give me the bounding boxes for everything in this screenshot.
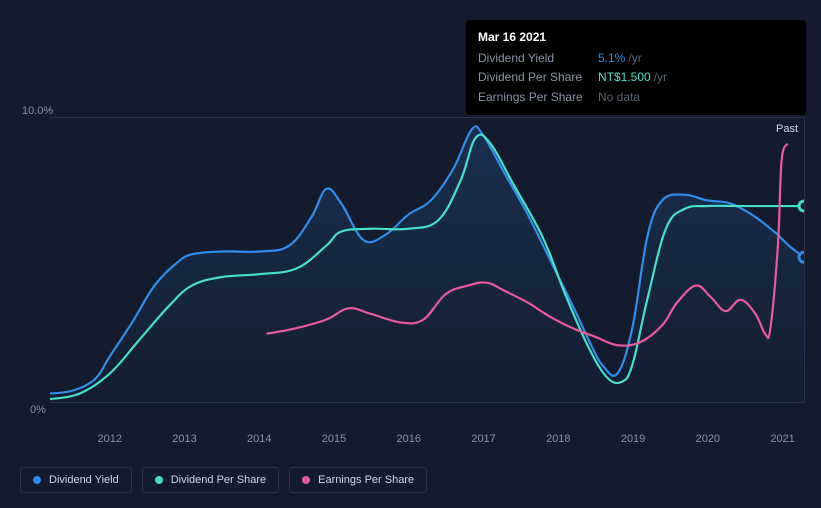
plot-area[interactable]: Past bbox=[50, 117, 805, 403]
tooltip-rows: Dividend Yield5.1%/yrDividend Per ShareN… bbox=[478, 49, 794, 107]
chart-container: Past bbox=[20, 105, 805, 433]
tooltip-row-label: Earnings Per Share bbox=[478, 88, 598, 107]
tooltip-date: Mar 16 2021 bbox=[478, 28, 794, 47]
chart-tooltip: Mar 16 2021 Dividend Yield5.1%/yrDividen… bbox=[466, 20, 806, 115]
end-marker-dividend-per-share bbox=[799, 201, 804, 211]
legend-item-dividend-yield[interactable]: Dividend Yield bbox=[20, 467, 132, 493]
legend-item-label: Earnings Per Share bbox=[318, 474, 414, 486]
legend-item-earnings-per-share[interactable]: Earnings Per Share bbox=[289, 467, 427, 493]
legend-item-label: Dividend Per Share bbox=[171, 474, 266, 486]
legend-item-dividend-per-share[interactable]: Dividend Per Share bbox=[142, 467, 279, 493]
x-axis-tick: 2014 bbox=[247, 433, 271, 445]
tooltip-row: Dividend Per ShareNT$1.500/yr bbox=[478, 68, 794, 87]
x-axis-tick: 2013 bbox=[172, 433, 196, 445]
tooltip-row: Earnings Per ShareNo data bbox=[478, 88, 794, 107]
series-area-dividend-yield bbox=[50, 126, 804, 402]
legend-dot-icon bbox=[302, 476, 310, 484]
tooltip-row-label: Dividend Yield bbox=[478, 49, 598, 68]
tooltip-row-value: NT$1.500 bbox=[598, 68, 651, 87]
x-axis: 2012 2013 2014 2015 2016 2017 2018 2019 2020 2021 bbox=[20, 433, 805, 453]
x-axis-tick: 2020 bbox=[696, 433, 720, 445]
past-label: Past bbox=[776, 123, 798, 135]
legend-dot-icon bbox=[155, 476, 163, 484]
x-axis-tick: 2015 bbox=[322, 433, 346, 445]
end-marker-dividend-yield bbox=[799, 252, 804, 262]
tooltip-row-value: No data bbox=[598, 88, 640, 107]
x-axis-tick: 2018 bbox=[546, 433, 570, 445]
legend-dot-icon bbox=[33, 476, 41, 484]
x-axis-tick: 2021 bbox=[770, 433, 794, 445]
x-axis-tick: 2012 bbox=[98, 433, 122, 445]
tooltip-row-unit: /yr bbox=[628, 49, 641, 68]
chart-svg bbox=[50, 118, 804, 402]
tooltip-row-label: Dividend Per Share bbox=[478, 68, 598, 87]
tooltip-row-unit: /yr bbox=[654, 68, 667, 87]
legend-item-label: Dividend Yield bbox=[49, 474, 119, 486]
tooltip-row-value: 5.1% bbox=[598, 49, 625, 68]
x-axis-tick: 2019 bbox=[621, 433, 645, 445]
x-axis-tick: 2017 bbox=[471, 433, 495, 445]
legend: Dividend Yield Dividend Per Share Earnings… bbox=[20, 467, 427, 493]
x-axis-tick: 2016 bbox=[397, 433, 421, 445]
tooltip-row: Dividend Yield5.1%/yr bbox=[478, 49, 794, 68]
